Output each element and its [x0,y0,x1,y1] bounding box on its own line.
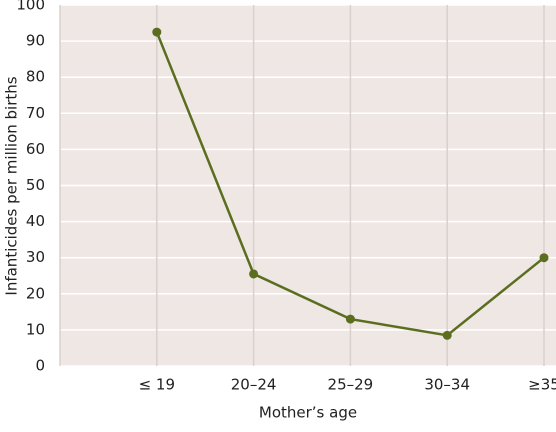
point [249,269,259,279]
x-tick-label: ≥35 [528,376,556,394]
point [539,253,549,263]
point [345,314,355,324]
y-tick-label: 100 [16,0,45,14]
x-tick-label: ≤ 19 [139,376,175,394]
y-tick-label: 10 [26,320,45,338]
y-tick-label: 50 [26,176,45,194]
y-axis-label: Infanticides per million births [3,76,21,295]
y-tick-label: 30 [26,248,45,266]
y-tick-label: 80 [26,68,45,86]
y-tick-label: 40 [26,212,45,230]
x-tick-label: 20–24 [231,376,277,394]
y-tick-label: 70 [26,104,45,122]
y-tick-label: 90 [26,32,45,50]
x-tick-label: 25–29 [328,376,374,394]
y-tick-label: 60 [26,140,45,158]
x-tick-label: 30–34 [424,376,470,394]
y-tick-label: 20 [26,284,45,302]
y-tick-label: 0 [35,357,45,375]
x-axis-label: Mother’s age [259,404,357,422]
point [152,27,162,37]
point [442,330,452,340]
